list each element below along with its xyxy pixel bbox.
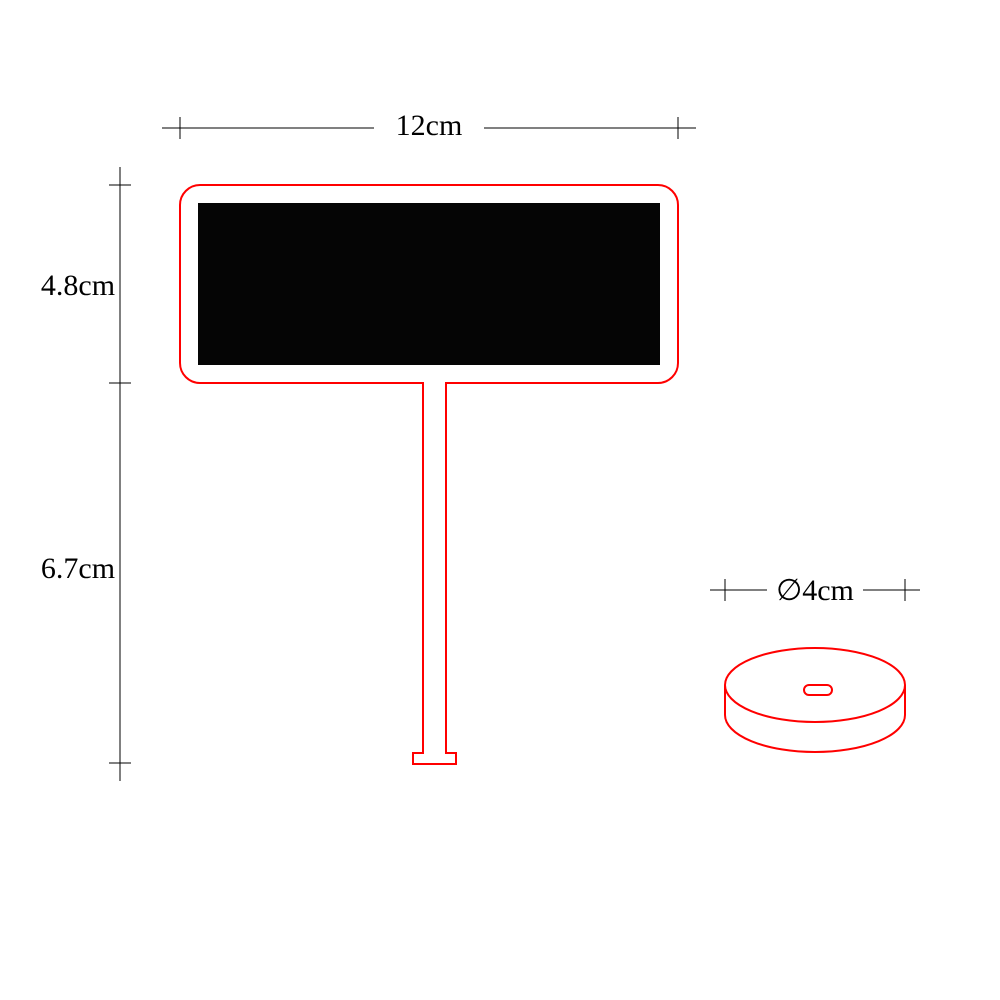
dim-stem-height-label: 6.7cm xyxy=(41,552,115,585)
dim-width-label: 12cm xyxy=(396,109,463,142)
stem-outline xyxy=(413,383,456,764)
dim-stem-height: 6.7cm xyxy=(41,365,131,781)
dim-board-height-label: 4.8cm xyxy=(41,269,115,302)
technical-drawing: 12cm 4.8cm 6.7cm ∅4cm xyxy=(0,0,1000,1000)
stem-join-mask xyxy=(424,379,445,387)
dim-base-diameter-label: ∅4cm xyxy=(776,574,854,607)
dim-width: 12cm xyxy=(162,109,696,142)
chalkboard-area xyxy=(198,203,660,365)
dim-base-diameter: ∅4cm xyxy=(710,574,920,607)
dim-board-height: 4.8cm xyxy=(41,167,131,401)
